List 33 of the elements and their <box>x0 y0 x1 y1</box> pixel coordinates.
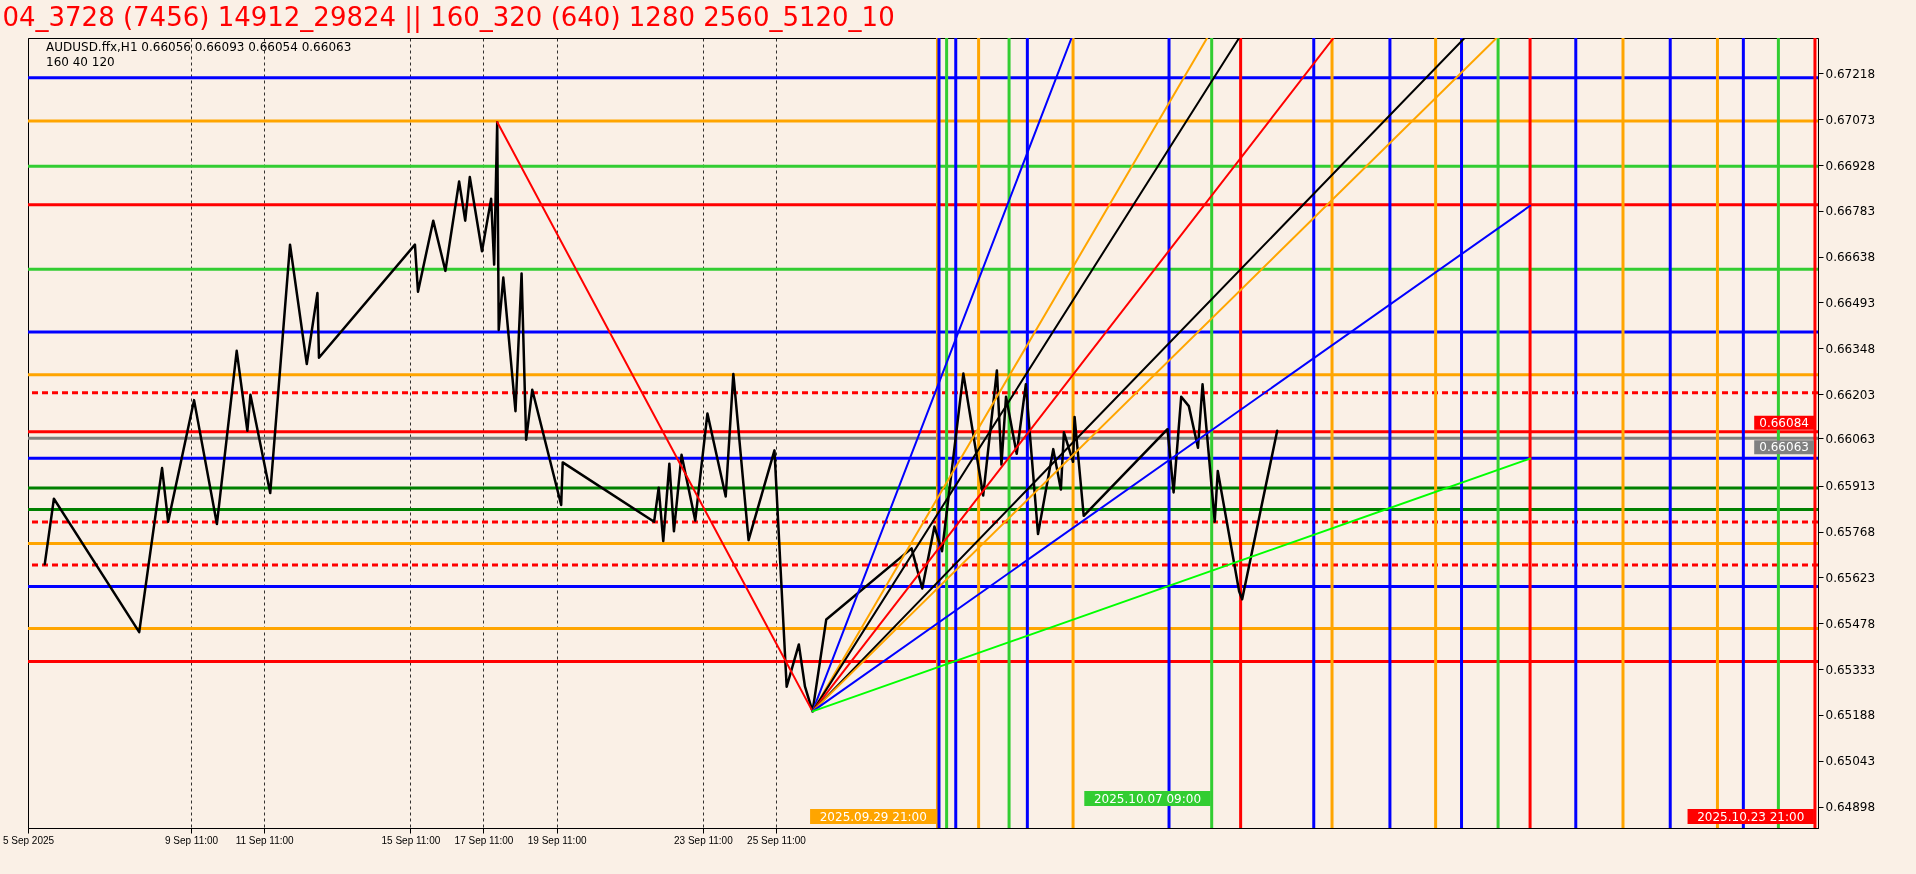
y-tick-label: 0.66783 <box>1825 204 1876 219</box>
y-tick-label: 0.65478 <box>1825 616 1876 631</box>
chart-title: 04_3728 (7456) 14912_29824 || 160_320 (640) 1280 2560_5120_10 <box>2 1 895 33</box>
x-tick-label: 5 Sep 2025 <box>2 834 55 846</box>
y-tick-label: 0.66203 <box>1825 387 1876 402</box>
y-tick-label: 0.65333 <box>1825 662 1876 677</box>
ref-line-label: 2025.10.07 09:00 <box>1093 791 1202 806</box>
annotation: AUDUSD.ffx,H1 0.66056 0.66093 0.66054 0.66063 <box>46 40 352 54</box>
ref-line-label: 0.66084 <box>1759 415 1809 430</box>
y-tick-label: 0.66493 <box>1825 295 1876 310</box>
x-tick-label: 19 Sep 11:00 <box>527 834 587 846</box>
x-tick-label: 23 Sep 11:00 <box>673 834 734 846</box>
x-tick-label: 11 Sep 11:00 <box>235 834 295 846</box>
x-tick-label: 15 Sep 11:00 <box>381 834 441 846</box>
y-tick-label: 0.67218 <box>1825 66 1876 81</box>
y-tick-label: 0.65043 <box>1825 754 1876 769</box>
x-tick-label: 9 Sep 11:00 <box>164 834 219 846</box>
y-tick-label: 0.65768 <box>1825 525 1876 540</box>
y-tick-label: 0.67073 <box>1825 112 1876 127</box>
y-tick-label: 0.65188 <box>1825 708 1876 723</box>
y-tick-label: 0.65623 <box>1825 570 1876 585</box>
ref-line-label: 0.66063 <box>1759 440 1809 455</box>
y-tick-label: 0.66638 <box>1825 250 1876 265</box>
y-tick-label: 0.65913 <box>1825 479 1876 494</box>
y-tick-label: 0.66348 <box>1825 341 1876 356</box>
ref-line-label: 2025.09.29 21:00 <box>819 809 927 824</box>
y-tick-label: 0.64898 <box>1825 800 1876 815</box>
x-tick-label: 25 Sep 11:00 <box>747 834 807 846</box>
annotation: 160 40 120 <box>46 55 115 69</box>
ref-line-label: 2025.10.23 21:00 <box>1697 809 1805 824</box>
y-tick-label: 0.66063 <box>1825 431 1876 446</box>
y-tick-label: 0.66928 <box>1825 158 1876 173</box>
x-tick-label: 17 Sep 11:00 <box>454 834 514 846</box>
